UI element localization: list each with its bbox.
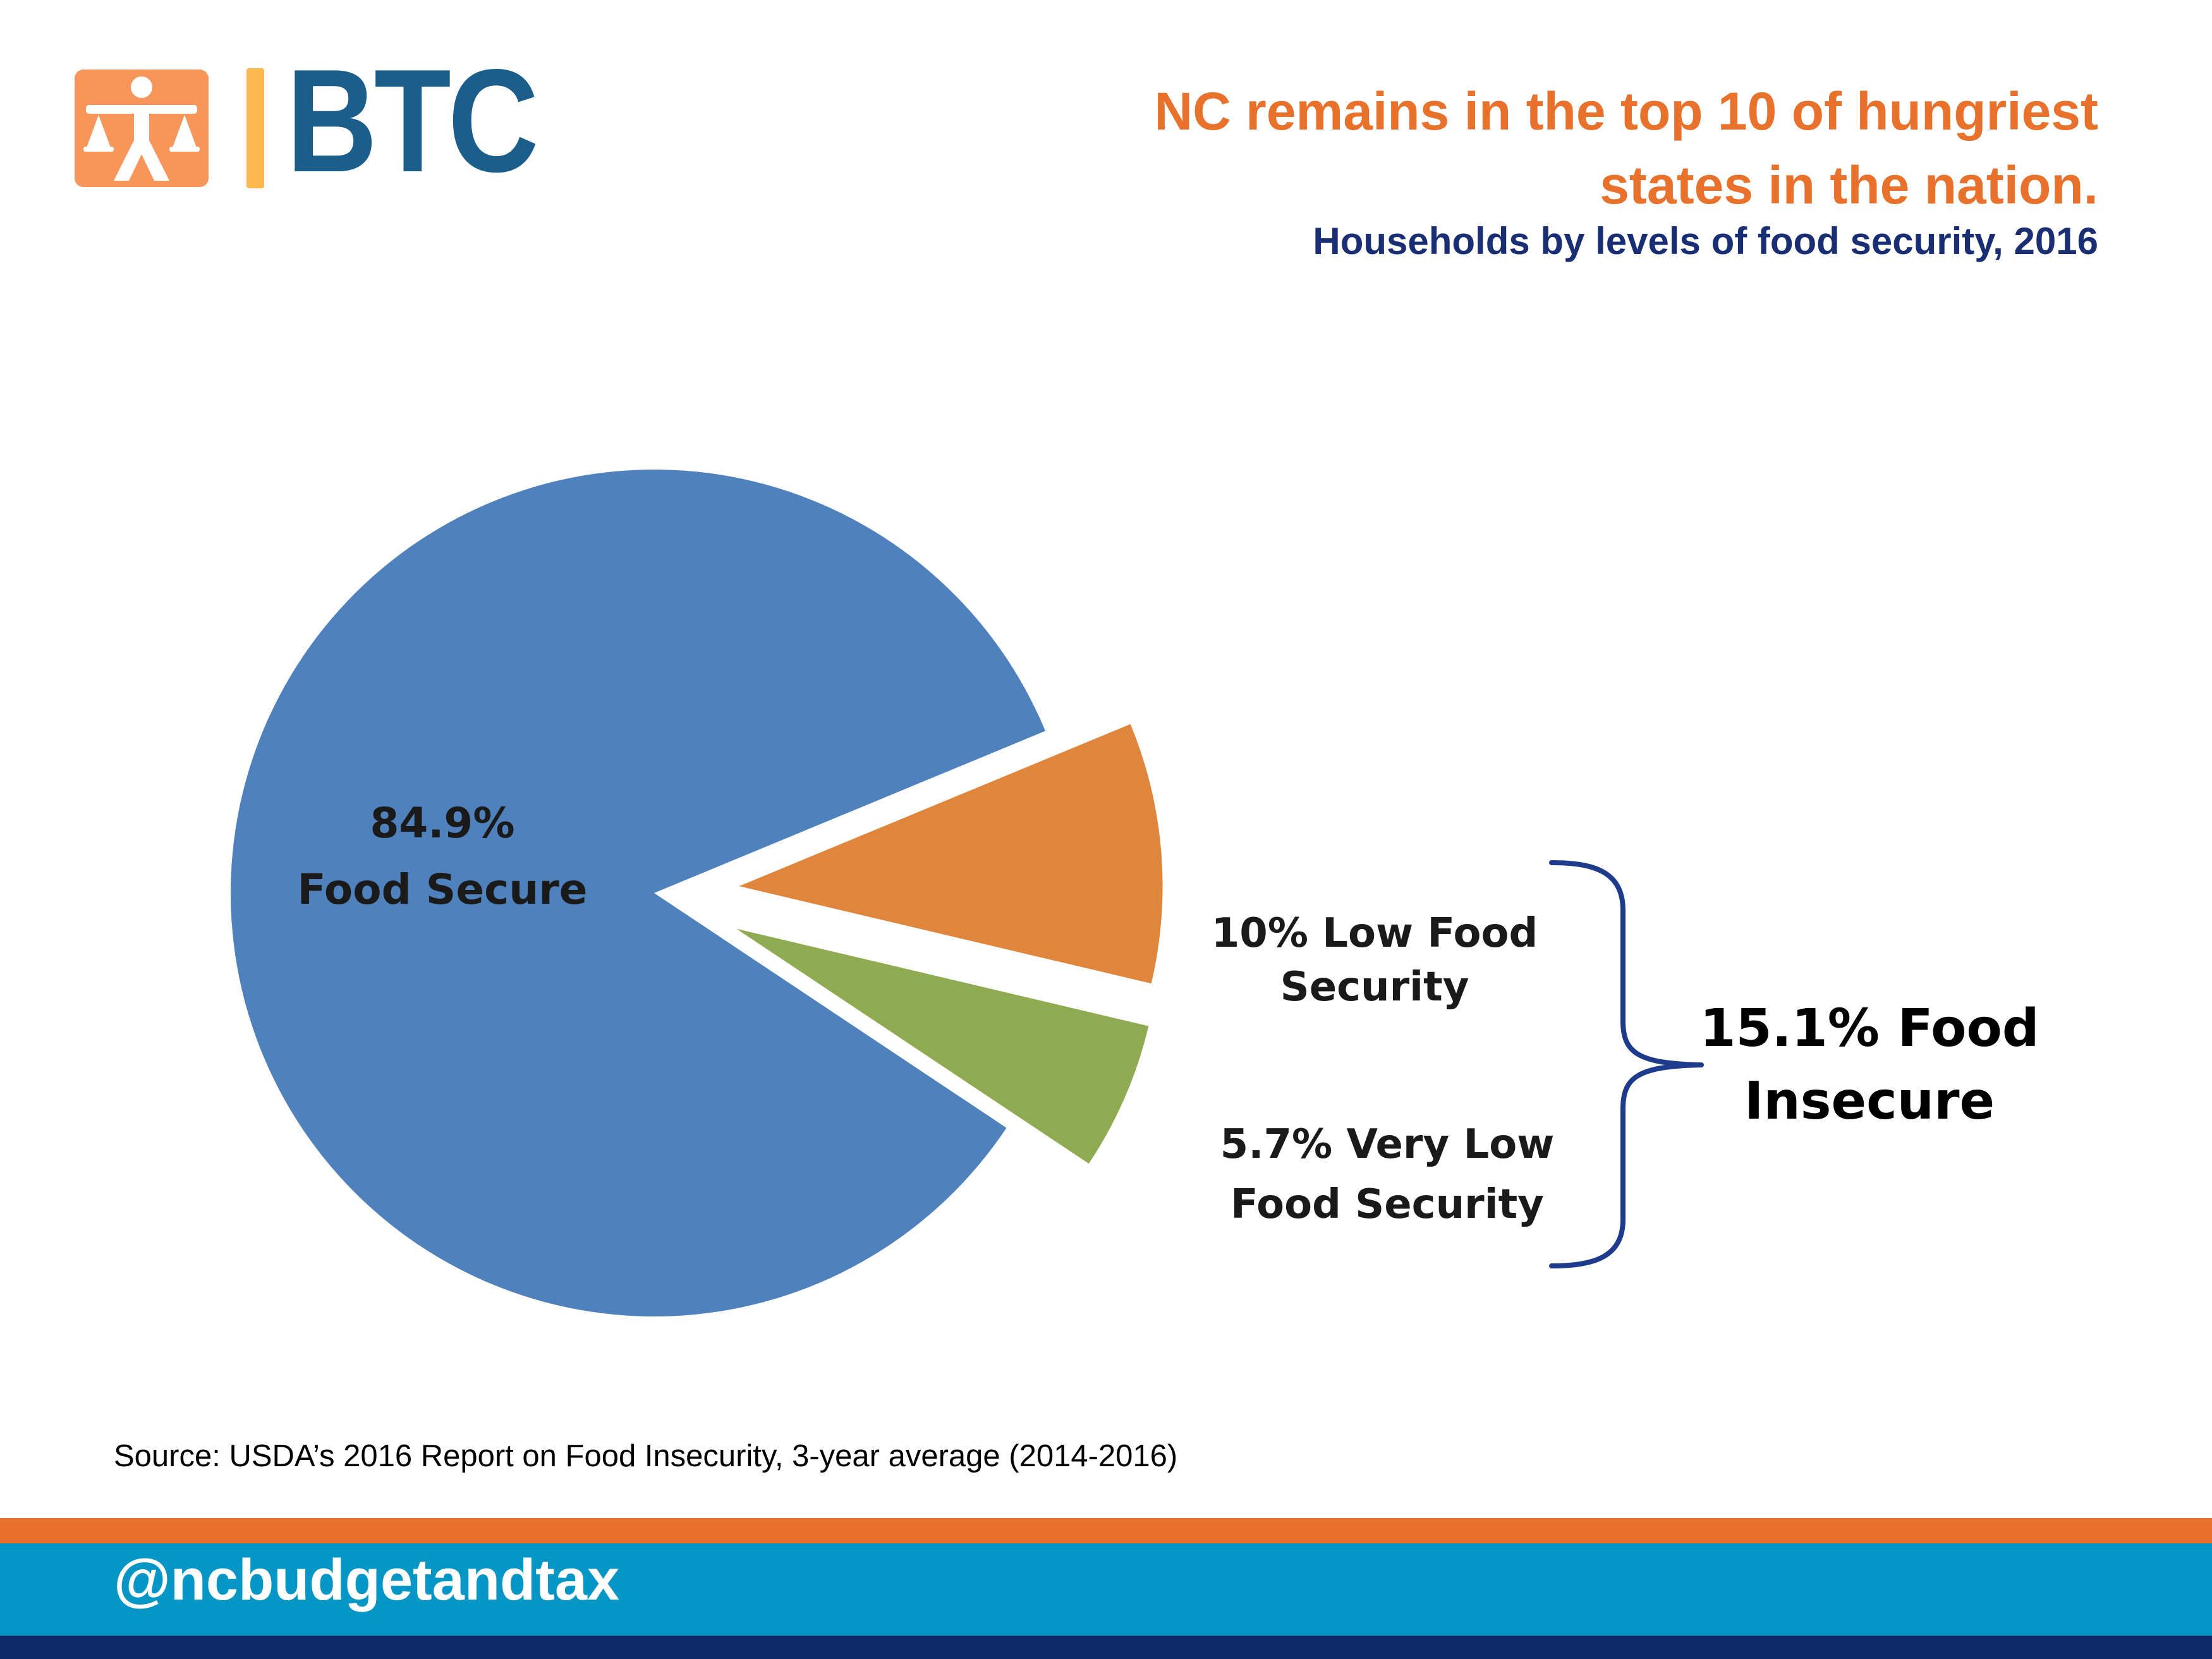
pie-slice-low-food-security [739,724,1163,984]
slice-label-food-secure-line-1: 84.9% [370,799,515,848]
footer-navy-stripe [0,1636,2212,1659]
slice-label-very-low-food-security-line-1: 5.7% Very Low [1220,1121,1555,1168]
slice-label-low-food-security-line-2: Security [1280,964,1469,1011]
food-insecure-bracket [1549,860,1704,1268]
slice-label-food-secure-line-2: Food Secure [297,865,587,914]
scales-of-justice-figure-icon [75,70,209,187]
title-line-1: NC remains in the top 10 of hungriest [1154,82,2098,141]
slice-label-low-food-security-line-1: 10% Low Food [1212,910,1538,957]
pie-slice-very-low-food-security [736,928,1149,1164]
title-line-2: states in the nation. [1600,155,2098,215]
page-title: NC remains in the top 10 of hungriest st… [834,75,2098,222]
pie-slice-food-secure [231,470,1045,1317]
slice-label-very-low-food-security-line-2: Food Security [1231,1181,1544,1228]
food-insecure-annotation-line-1: 15.1% Food [1699,999,2039,1059]
chart-subtitle: Households by levels of food security, 2… [1313,220,2098,262]
logo-wordmark: BTC [286,39,539,203]
footer-orange-stripe [0,1518,2212,1543]
food-insecure-annotation-line-2: Insecure [1744,1071,1995,1131]
source-note: Source: USDA’s 2016 Report on Food Insec… [114,1439,1178,1473]
logo-divider-bar [246,68,264,188]
twitter-handle: @ncbudgetandtax [114,1548,620,1612]
footer-blue-band [0,1543,2212,1636]
